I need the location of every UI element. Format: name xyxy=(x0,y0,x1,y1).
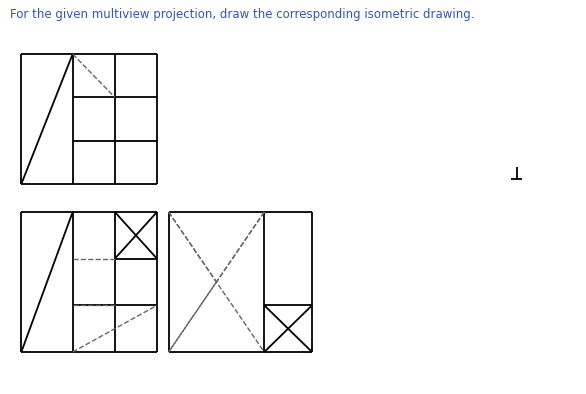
Text: For the given multiview projection, draw the corresponding isometric drawing.: For the given multiview projection, draw… xyxy=(10,8,474,21)
